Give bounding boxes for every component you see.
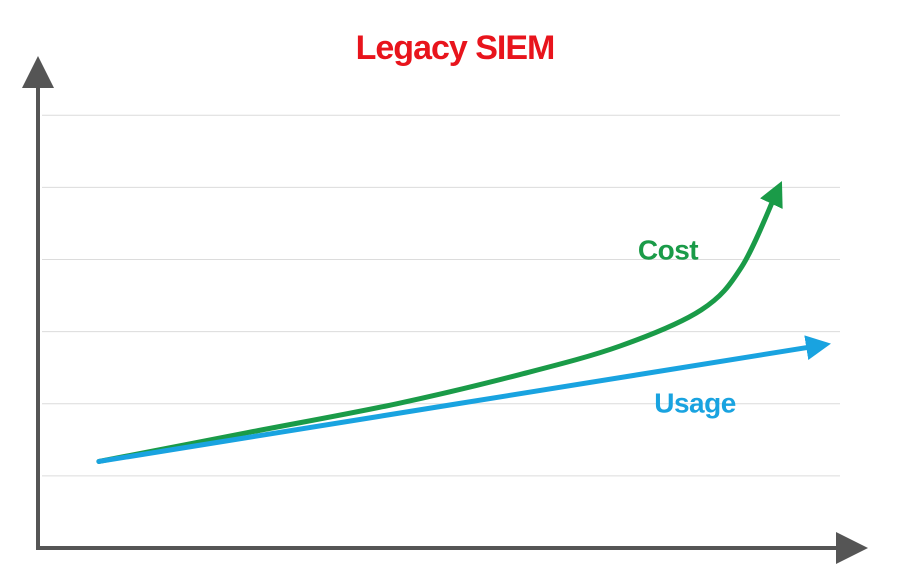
grid <box>42 114 840 477</box>
chart-title: Legacy SIEM <box>356 29 555 67</box>
series-label: Usage <box>654 387 736 418</box>
series-line <box>96 181 783 464</box>
series-label: Cost <box>638 234 698 265</box>
plot-area: Cost Usage <box>96 181 831 464</box>
series-line <box>96 335 831 464</box>
